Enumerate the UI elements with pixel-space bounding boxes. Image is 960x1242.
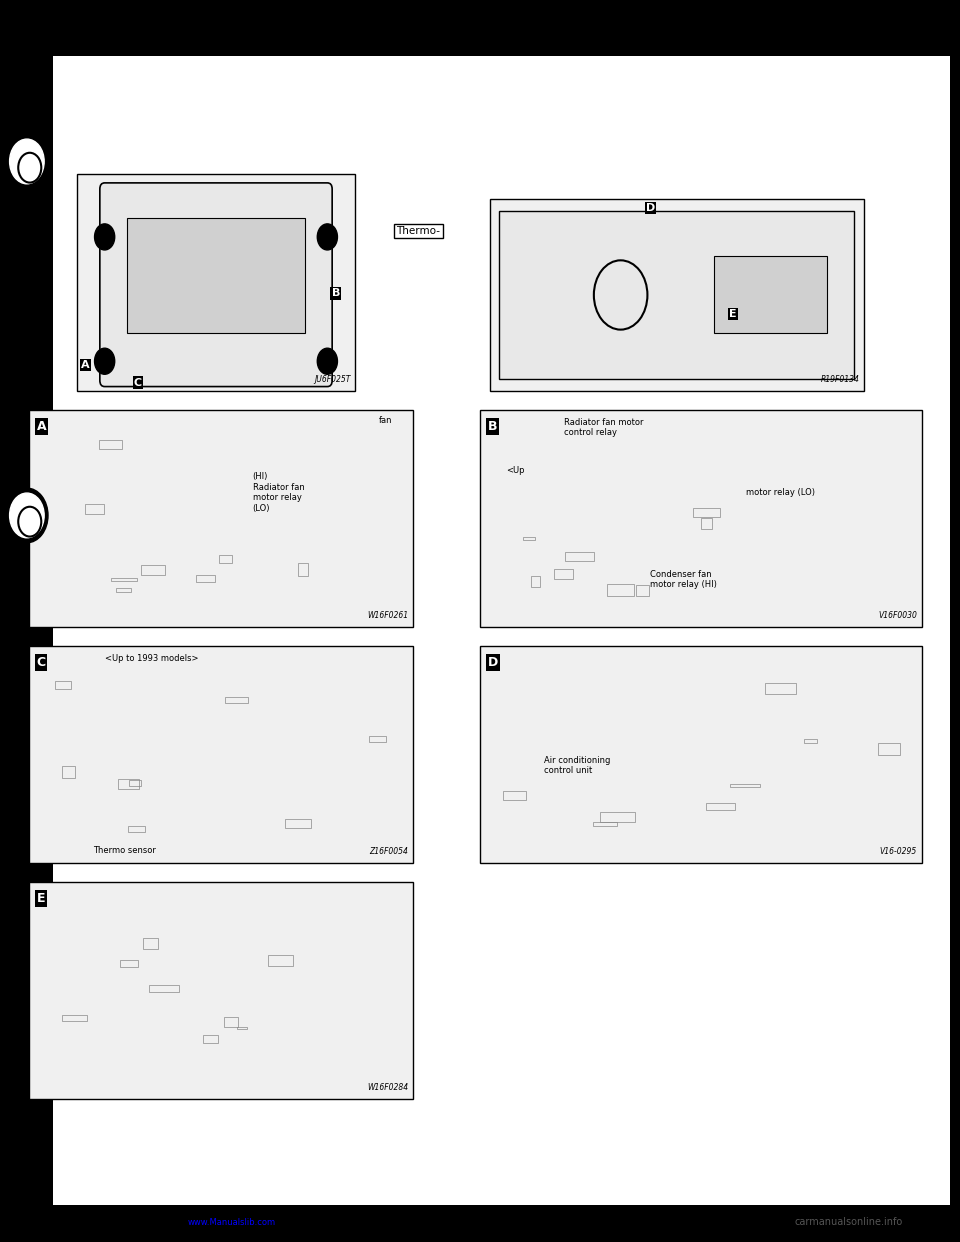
Text: manuals search engine: manuals search engine bbox=[302, 1218, 403, 1227]
Circle shape bbox=[6, 488, 48, 543]
Text: carmanualsonline.info: carmanualsonline.info bbox=[794, 1217, 902, 1227]
Text: E: E bbox=[36, 892, 45, 904]
Text: Radiator fan motor
control relay: Radiator fan motor control relay bbox=[564, 417, 643, 437]
FancyBboxPatch shape bbox=[100, 183, 332, 386]
Bar bbox=[62, 765, 75, 777]
Text: V16F0030: V16F0030 bbox=[878, 611, 917, 620]
Bar bbox=[284, 820, 311, 827]
Bar bbox=[142, 938, 158, 949]
Text: A: A bbox=[81, 360, 89, 370]
Bar bbox=[490, 199, 864, 391]
Text: E: E bbox=[730, 309, 736, 319]
Bar bbox=[693, 508, 720, 517]
Text: (HI)
Radiator fan
motor relay
(LO): (HI) Radiator fan motor relay (LO) bbox=[252, 472, 304, 513]
Bar bbox=[85, 504, 104, 514]
Bar bbox=[714, 257, 827, 333]
Text: D: D bbox=[646, 204, 656, 214]
Text: W16F0284: W16F0284 bbox=[367, 1083, 408, 1092]
Text: Z16F0054: Z16F0054 bbox=[370, 847, 408, 856]
Text: Air conditioning
control unit: Air conditioning control unit bbox=[544, 755, 611, 775]
Bar bbox=[523, 537, 535, 540]
Text: <Up: <Up bbox=[506, 466, 524, 476]
Bar bbox=[129, 826, 146, 832]
Bar bbox=[480, 646, 922, 863]
Circle shape bbox=[94, 224, 115, 250]
Bar bbox=[127, 217, 305, 333]
Bar bbox=[111, 578, 137, 581]
Text: D: D bbox=[488, 656, 498, 668]
Bar bbox=[608, 584, 635, 596]
Bar bbox=[299, 564, 308, 575]
Bar bbox=[877, 743, 900, 755]
Bar bbox=[730, 784, 760, 787]
Bar bbox=[706, 802, 734, 811]
Bar bbox=[237, 1027, 247, 1030]
Bar bbox=[55, 682, 71, 689]
Text: B: B bbox=[331, 288, 340, 298]
Bar bbox=[564, 553, 594, 560]
Text: —: — bbox=[474, 47, 486, 57]
Text: Thermo-: Thermo- bbox=[396, 226, 441, 236]
Circle shape bbox=[317, 348, 337, 374]
Bar bbox=[804, 739, 817, 743]
Bar bbox=[225, 697, 249, 703]
Text: Downloaded from: Downloaded from bbox=[58, 1218, 135, 1227]
Bar bbox=[503, 791, 526, 801]
Bar bbox=[118, 779, 138, 789]
Bar bbox=[196, 575, 215, 581]
Bar bbox=[129, 780, 141, 786]
Text: R19F0134: R19F0134 bbox=[821, 375, 859, 384]
Bar bbox=[62, 1016, 86, 1021]
Text: W16F0261: W16F0261 bbox=[367, 611, 408, 620]
Bar bbox=[29, 882, 413, 1099]
Bar bbox=[219, 555, 232, 563]
Bar bbox=[600, 811, 635, 822]
Bar bbox=[116, 587, 131, 592]
Bar bbox=[77, 174, 355, 391]
Bar bbox=[149, 985, 180, 992]
Circle shape bbox=[317, 224, 337, 250]
Bar bbox=[480, 410, 922, 627]
Text: fan: fan bbox=[379, 416, 393, 425]
Bar bbox=[99, 440, 122, 450]
Text: JU6F025T: JU6F025T bbox=[314, 375, 350, 384]
Bar bbox=[554, 570, 572, 579]
Text: <Up to 1993 models>: <Up to 1993 models> bbox=[105, 655, 199, 663]
Text: V16-0295: V16-0295 bbox=[879, 847, 917, 856]
Bar bbox=[224, 1017, 238, 1027]
Bar bbox=[531, 576, 540, 586]
Circle shape bbox=[94, 348, 115, 374]
Bar bbox=[120, 960, 137, 966]
Bar bbox=[636, 585, 649, 596]
Bar bbox=[369, 737, 386, 741]
Text: B: B bbox=[488, 420, 497, 432]
Text: Condenser fan
motor relay (HI): Condenser fan motor relay (HI) bbox=[650, 570, 716, 589]
Bar bbox=[203, 1036, 218, 1042]
Text: www.Manualslib.com: www.Manualslib.com bbox=[187, 1218, 276, 1227]
Circle shape bbox=[6, 134, 48, 189]
Bar bbox=[29, 646, 413, 863]
Text: C: C bbox=[134, 378, 142, 388]
Text: motor relay (LO): motor relay (LO) bbox=[746, 488, 815, 497]
Bar bbox=[269, 955, 293, 966]
Circle shape bbox=[10, 493, 44, 538]
Bar bbox=[593, 822, 617, 826]
Bar bbox=[701, 518, 712, 529]
Bar bbox=[29, 410, 413, 627]
Text: Thermo sensor: Thermo sensor bbox=[93, 846, 156, 854]
Circle shape bbox=[10, 139, 44, 184]
Text: A: A bbox=[36, 420, 46, 432]
Bar bbox=[499, 211, 854, 379]
Text: C: C bbox=[36, 656, 46, 668]
Bar bbox=[765, 683, 796, 694]
Bar bbox=[141, 565, 165, 575]
